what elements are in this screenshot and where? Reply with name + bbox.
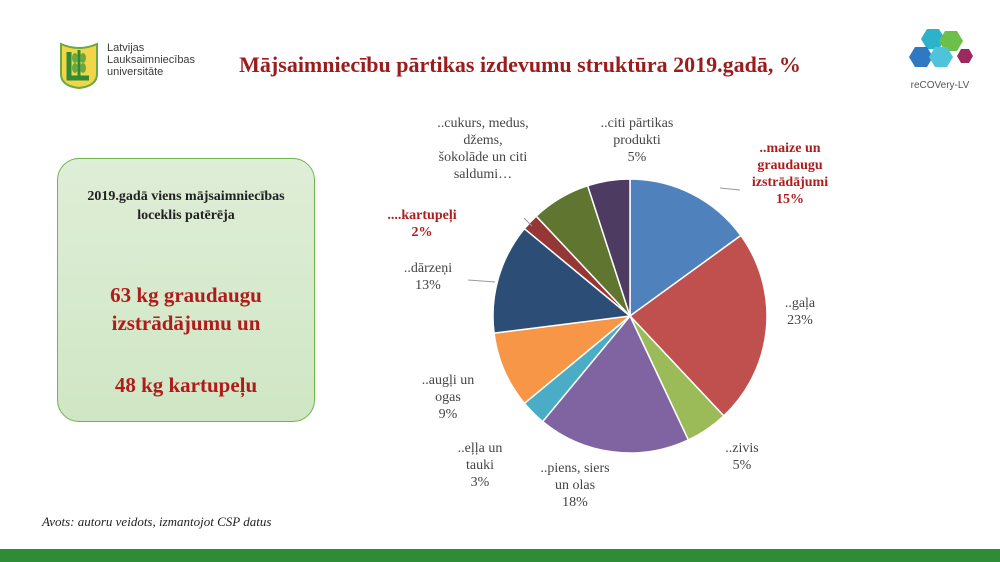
slice-label: ..dārzeņi 13%	[403, 261, 453, 293]
university-name-line: universitāte	[107, 66, 164, 78]
recovery-logo-label: reCOVery-LV	[910, 80, 970, 91]
pie-chart-svg	[467, 178, 768, 454]
pie-slice	[492, 227, 632, 335]
university-logo: Latvijas Lauksaimniecības universitāte	[55, 40, 205, 90]
source-note: Avots: autoru veidots, izmantojot CSP da…	[42, 514, 272, 529]
pie-slice	[628, 234, 768, 417]
leader-line	[467, 279, 496, 283]
hexagon-cluster-icon	[909, 29, 973, 67]
pie-chart: ..maize un graudaugu izstrādājumi 15% ..gaļa…	[380, 110, 880, 530]
pie-slice	[586, 178, 631, 317]
recovery-logo: reCOVery-LV	[905, 25, 995, 95]
slice-label: ....kartupeļi 2%	[387, 208, 457, 240]
info-highlight-potatoes: 48 kg kartupeļu	[114, 373, 258, 397]
pie-slice	[629, 178, 742, 318]
slice-label: ..eļļa un tauki 3%	[457, 441, 503, 490]
university-name-line: Lauksaimniecības	[107, 54, 196, 66]
bottom-bar	[0, 549, 1000, 562]
slice-label: ..augļi un ogas 9%	[421, 373, 475, 422]
page-title: Mājsaimniecību pārtikas izdevumu struktū…	[239, 52, 801, 77]
info-highlight-grains: 63 kg graudaugu izstrādājumu un	[110, 283, 262, 335]
leader-line	[719, 187, 741, 191]
slice-label: ..zivis 5%	[725, 441, 759, 473]
university-name: Latvijas Lauksaimniecības universitāte	[107, 42, 195, 78]
slice-label: ..gaļa 23%	[784, 296, 816, 328]
info-intro: 2019.gadā viens mājsaimniecības loceklis…	[87, 189, 285, 223]
slice-label: ..citi pārtikas produkti 5%	[600, 116, 674, 165]
slice-label: ..maize un graudaugu izstrādājumi 15%	[751, 141, 829, 207]
wheat-emblem-icon	[60, 42, 98, 90]
slice-label: ..piens, siers un olas 18%	[540, 461, 610, 510]
leader-line	[523, 217, 533, 227]
university-name-line: Latvijas	[107, 42, 145, 54]
consumption-info-box: 2019.gadā viens mājsaimniecības loceklis…	[57, 158, 315, 422]
slice-label: ..cukurs, medus, džems, šokolāde un citi sa…	[437, 116, 529, 182]
pie-slice	[541, 314, 690, 454]
